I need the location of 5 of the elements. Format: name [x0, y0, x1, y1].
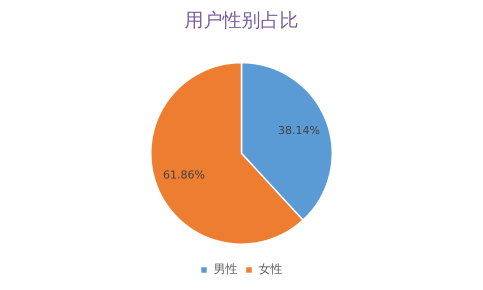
- legend-label: 女性: [258, 262, 282, 276]
- chart-title: 用户性别占比: [184, 9, 298, 32]
- data-label: 61.86%: [163, 168, 205, 182]
- legend-label: 男性: [214, 262, 238, 276]
- data-label: 38.14%: [278, 124, 320, 137]
